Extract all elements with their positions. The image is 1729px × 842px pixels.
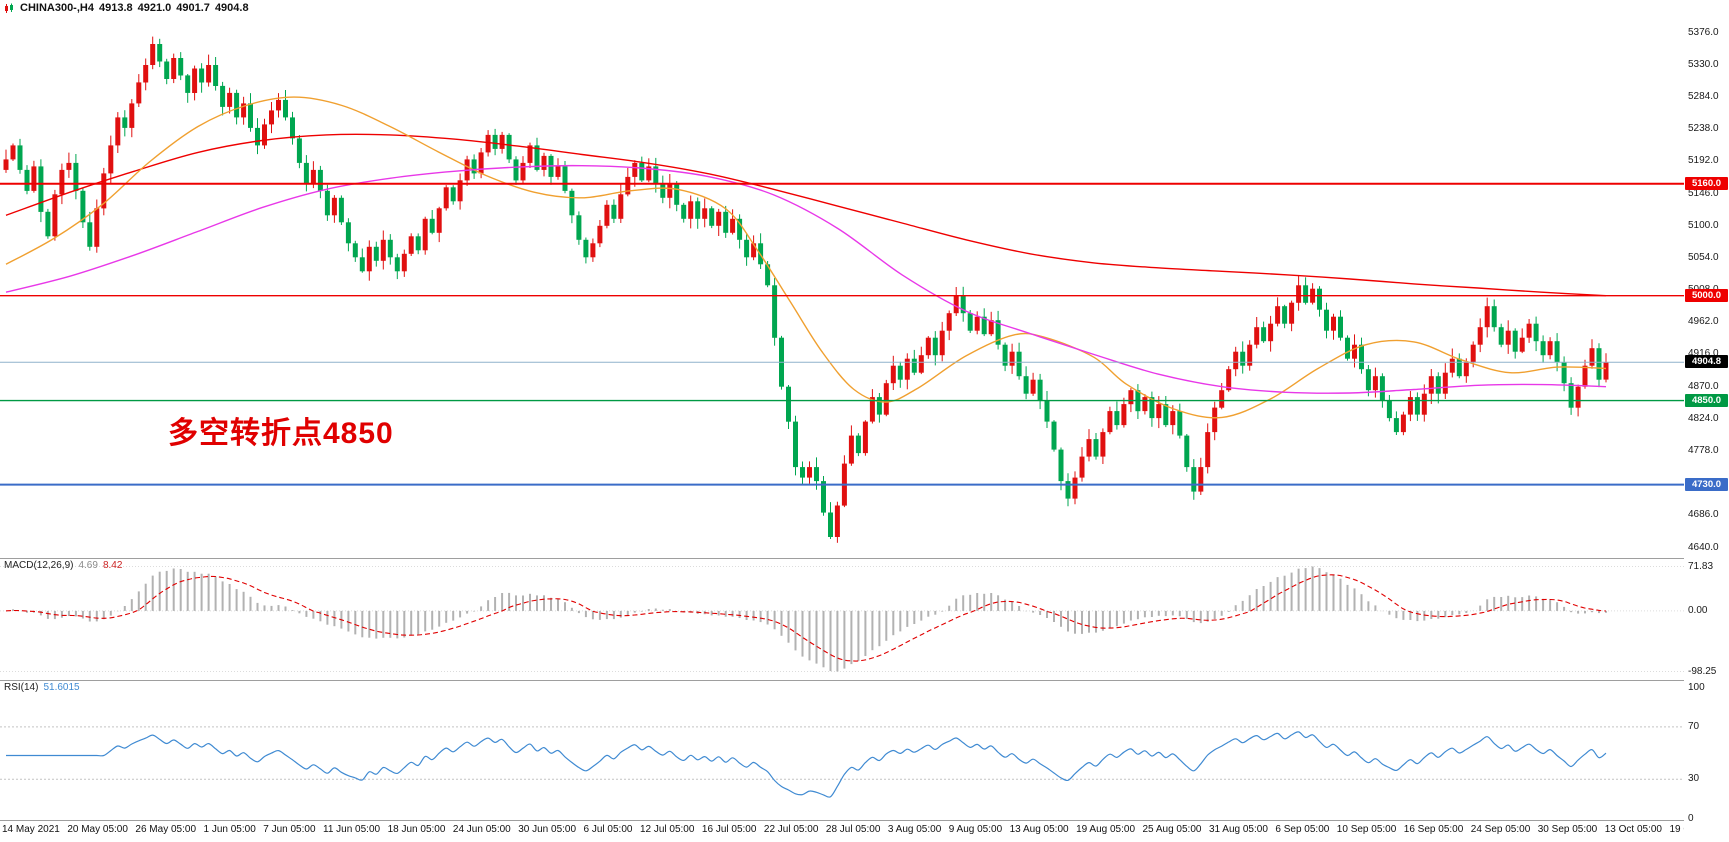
time-axis-label: 30 Sep 05:00: [1537, 824, 1598, 835]
axis-tick-label: -98.25: [1688, 665, 1717, 677]
time-axis-label: 16 Jul 05:00: [701, 824, 757, 835]
axis-tick-label: 4962.0: [1688, 316, 1719, 328]
ma-long-magenta: [5, 164, 1607, 394]
chart-text-annotation[interactable]: 多空转折点4850: [168, 417, 394, 450]
price-level-badge: 5000.0: [1685, 288, 1728, 302]
axis-tick-label: 4686.0: [1688, 509, 1719, 521]
time-axis-label: 22 Jul 05:00: [763, 824, 819, 835]
axis-tick-label: 4778.0: [1688, 444, 1719, 456]
axis-tick-label: 30: [1688, 773, 1700, 785]
axis-tick-label: 70: [1688, 720, 1700, 732]
time-axis-label: 20 May 05:00: [67, 824, 128, 835]
axis-tick-label: 5054.0: [1688, 251, 1719, 263]
moving-averages-layer: [5, 96, 1607, 419]
axis-tick-label: 5146.0: [1688, 187, 1719, 199]
time-axis-label: 7 Jun 05:00: [263, 824, 316, 835]
price-level-badge: 4730.0: [1685, 477, 1728, 491]
ohlc-high: 4921.0: [137, 2, 172, 14]
macd-indicator-panel[interactable]: [0, 559, 1684, 680]
time-axis-label: 31 Aug 05:00: [1208, 824, 1268, 835]
macd-name: MACD(12,26,9): [4, 560, 74, 571]
panel-separator[interactable]: [0, 558, 1729, 559]
ohlc-close: 4904.8: [214, 2, 249, 14]
axis-tick-label: 0.00: [1688, 604, 1708, 616]
time-axis-label: 13 Oct 05:00: [1604, 824, 1662, 835]
time-axis-label: 25 Aug 05:00: [1142, 824, 1202, 835]
time-axis-label: 16 Sep 05:00: [1403, 824, 1464, 835]
time-axis-label: 24 Sep 05:00: [1470, 824, 1531, 835]
axis-tick-label: 4870.0: [1688, 380, 1719, 392]
axis-tick-label: 5100.0: [1688, 219, 1719, 231]
rsi-indicator-panel[interactable]: [0, 681, 1684, 820]
time-axis-label: 1 Jun 05:00: [203, 824, 256, 835]
time-axis-label: 13 Aug 05:00: [1009, 824, 1069, 835]
ohlc-low: 4901.7: [176, 2, 210, 14]
time-axis-label: 9 Aug 05:00: [948, 824, 1003, 835]
candles-layer: [3, 36, 1609, 543]
symbol-info-bar: CHINA300-,H4 4913.8 4921.0 4901.7 4904.8: [0, 0, 1729, 16]
axis-tick-label: 5330.0: [1688, 58, 1719, 70]
time-axis-label: 30 Jun 05:00: [518, 824, 577, 835]
time-axis-label: 19 Aug 05:00: [1076, 824, 1136, 835]
time-axis-label: 28 Jul 05:00: [825, 824, 881, 835]
panel-separator[interactable]: [0, 680, 1729, 681]
price-axis[interactable]: 5376.0 5330.0 5284.0 5238.0 5192.0 5146.0 5100…: [1684, 0, 1729, 842]
time-axis-label: 26 May 05:00: [135, 824, 197, 835]
panel-separator: [0, 820, 1729, 821]
macd-signal-line: [5, 574, 1607, 662]
horizontal-levels-layer[interactable]: [0, 182, 1684, 486]
axis-tick-label: 0: [1688, 812, 1694, 824]
axis-tick-label: 5376.0: [1688, 26, 1719, 38]
ma-medium-orange: [5, 96, 1607, 419]
ma-slow-red: [5, 133, 1607, 297]
time-axis-label: 24 Jun 05:00: [452, 824, 511, 835]
time-axis[interactable]: 14 May 2021 20 May 05:00 26 May 05:00 1 Jun…: [0, 821, 1729, 842]
macd-value-signal: 8.42: [102, 560, 123, 571]
axis-tick-label: 4640.0: [1688, 541, 1719, 553]
axis-tick-label: 5284.0: [1688, 91, 1719, 103]
time-axis-label: 6 Jul 05:00: [583, 824, 633, 835]
time-axis-label: 6 Sep 05:00: [1275, 824, 1330, 835]
time-axis-label: 3 Aug 05:00: [887, 824, 942, 835]
axis-tick-label: 4916.0: [1688, 348, 1719, 360]
macd-histogram: [12, 566, 1607, 672]
rsi-name: RSI(14): [4, 682, 39, 693]
time-axis-label: 10 Sep 05:00: [1336, 824, 1397, 835]
price-level-badge: 4904.8: [1685, 355, 1728, 369]
time-axis-label: 12 Jul 05:00: [639, 824, 695, 835]
axis-tick-label: 5192.0: [1688, 155, 1719, 167]
price-level-badge: 5160.0: [1685, 176, 1728, 190]
time-axis-label: 14 May 2021: [2, 824, 60, 835]
axis-tick-label: 100: [1688, 681, 1705, 693]
macd-label: MACD(12,26,9) 4.69 8.42: [4, 560, 122, 571]
symbol-label: CHINA300-,H4: [20, 2, 94, 14]
axis-tick-label: 4824.0: [1688, 412, 1719, 424]
candlestick-chart-icon: [4, 3, 15, 14]
rsi-line: [5, 731, 1607, 798]
price-level-badge: 4850.0: [1685, 393, 1728, 407]
ohlc-open: 4913.8: [98, 2, 133, 14]
time-axis-label: 11 Jun 05:00: [323, 824, 381, 835]
time-axis-label: 18 Jun 05:00: [387, 824, 446, 835]
rsi-label: RSI(14) 51.6015: [4, 682, 80, 693]
axis-tick-label: 71.83: [1688, 560, 1714, 572]
rsi-value: 51.6015: [43, 682, 80, 693]
main-price-chart[interactable]: [0, 16, 1684, 558]
macd-value-main: 4.69: [78, 560, 98, 571]
axis-tick-label: 5238.0: [1688, 123, 1719, 135]
